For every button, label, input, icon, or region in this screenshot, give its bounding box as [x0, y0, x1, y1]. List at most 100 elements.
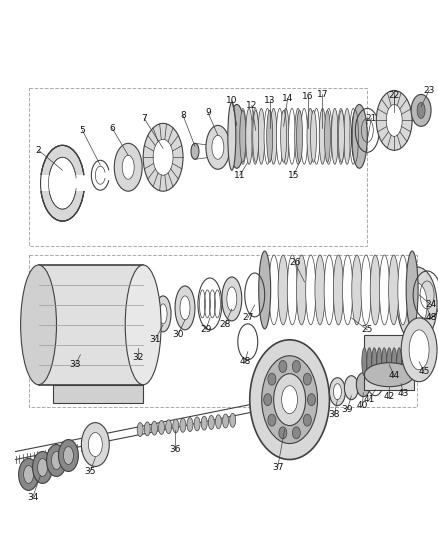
Text: 31: 31: [149, 335, 160, 344]
Text: 32: 32: [132, 353, 144, 362]
Ellipse shape: [40, 146, 84, 221]
Ellipse shape: [388, 255, 398, 325]
Text: 5: 5: [79, 126, 85, 135]
Text: 28: 28: [219, 320, 230, 329]
Text: 15: 15: [287, 171, 299, 180]
Ellipse shape: [259, 255, 269, 325]
Ellipse shape: [239, 108, 246, 164]
Ellipse shape: [277, 255, 287, 325]
Ellipse shape: [222, 414, 228, 428]
Ellipse shape: [305, 255, 315, 325]
Ellipse shape: [396, 348, 401, 376]
Text: 30: 30: [172, 330, 184, 340]
Ellipse shape: [405, 251, 417, 329]
Ellipse shape: [158, 421, 164, 434]
Ellipse shape: [180, 296, 190, 320]
Ellipse shape: [360, 255, 370, 325]
Ellipse shape: [116, 285, 160, 365]
Ellipse shape: [266, 110, 272, 162]
Ellipse shape: [46, 445, 66, 477]
Text: 25: 25: [361, 325, 372, 334]
Ellipse shape: [381, 367, 396, 391]
Ellipse shape: [303, 373, 311, 385]
Ellipse shape: [350, 104, 367, 168]
Ellipse shape: [229, 413, 235, 427]
Text: 22: 22: [388, 91, 399, 100]
Ellipse shape: [337, 108, 343, 164]
Text: 27: 27: [241, 313, 253, 322]
Ellipse shape: [38, 458, 47, 477]
Ellipse shape: [49, 157, 76, 209]
Ellipse shape: [408, 330, 428, 370]
Ellipse shape: [286, 255, 297, 325]
Ellipse shape: [143, 123, 183, 191]
Text: 7: 7: [141, 114, 147, 123]
Ellipse shape: [401, 348, 406, 376]
Text: 12: 12: [245, 101, 257, 110]
Ellipse shape: [303, 414, 311, 426]
Ellipse shape: [88, 433, 102, 456]
Ellipse shape: [180, 418, 185, 432]
Ellipse shape: [333, 384, 341, 400]
Ellipse shape: [385, 104, 401, 136]
Ellipse shape: [212, 135, 223, 159]
Ellipse shape: [307, 394, 315, 406]
Ellipse shape: [208, 415, 214, 430]
Ellipse shape: [173, 419, 178, 433]
Ellipse shape: [239, 110, 245, 162]
Ellipse shape: [323, 255, 333, 325]
Bar: [364, 335, 413, 390]
Text: 43: 43: [396, 389, 408, 398]
Ellipse shape: [227, 102, 235, 170]
Ellipse shape: [21, 265, 57, 385]
Ellipse shape: [310, 110, 316, 162]
Ellipse shape: [361, 348, 366, 376]
Ellipse shape: [81, 423, 109, 466]
Text: 37: 37: [271, 463, 283, 472]
Ellipse shape: [278, 360, 286, 373]
Text: 48: 48: [239, 357, 250, 366]
Text: 38: 38: [328, 410, 339, 419]
Ellipse shape: [406, 348, 411, 376]
Ellipse shape: [300, 108, 307, 164]
Ellipse shape: [187, 417, 193, 432]
Ellipse shape: [294, 108, 301, 164]
Ellipse shape: [137, 423, 143, 437]
Ellipse shape: [278, 427, 286, 439]
Ellipse shape: [325, 108, 331, 164]
Ellipse shape: [24, 465, 33, 483]
Ellipse shape: [324, 110, 330, 162]
Ellipse shape: [406, 283, 426, 327]
Ellipse shape: [338, 110, 344, 162]
Ellipse shape: [369, 255, 379, 325]
Ellipse shape: [386, 348, 391, 376]
Ellipse shape: [159, 304, 167, 324]
Ellipse shape: [267, 373, 275, 385]
Ellipse shape: [228, 104, 244, 168]
Ellipse shape: [64, 447, 73, 464]
Ellipse shape: [351, 255, 361, 325]
Ellipse shape: [258, 251, 270, 329]
Ellipse shape: [153, 139, 173, 175]
Ellipse shape: [366, 348, 371, 376]
Text: 35: 35: [85, 467, 96, 476]
Text: 24: 24: [424, 301, 436, 309]
Text: 40: 40: [356, 401, 367, 410]
Ellipse shape: [314, 255, 324, 325]
Ellipse shape: [281, 386, 297, 414]
Ellipse shape: [201, 416, 207, 430]
Ellipse shape: [416, 102, 424, 118]
Ellipse shape: [410, 94, 430, 126]
Ellipse shape: [252, 110, 258, 162]
Bar: [38, 175, 87, 191]
Ellipse shape: [318, 108, 325, 164]
Ellipse shape: [215, 415, 221, 429]
Ellipse shape: [371, 348, 376, 376]
Ellipse shape: [400, 318, 436, 382]
Bar: [53, 385, 143, 402]
Ellipse shape: [205, 125, 230, 169]
Text: 42: 42: [383, 392, 394, 401]
Ellipse shape: [263, 394, 271, 406]
Ellipse shape: [122, 155, 134, 179]
Ellipse shape: [144, 422, 150, 436]
